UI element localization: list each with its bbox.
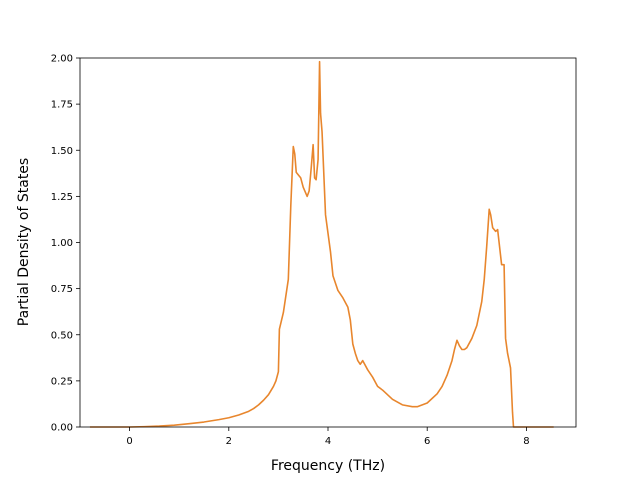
y-tick-label: 1.50 xyxy=(51,146,73,157)
y-tick-label: 0.75 xyxy=(51,284,73,295)
x-tick-label: 2 xyxy=(226,436,232,447)
y-axis-ticks: 0.00 0.25 0.50 0.75 1.00 1.25 1.50 1.75 2.00 xyxy=(51,54,80,434)
y-axis-label: Partial Density of States xyxy=(16,158,32,326)
x-tick-label: 6 xyxy=(424,436,430,447)
y-tick-label: 2.00 xyxy=(51,54,73,65)
x-tick-label: 4 xyxy=(325,436,331,447)
y-tick-label: 1.75 xyxy=(51,100,73,111)
x-tick-label: 8 xyxy=(523,436,529,447)
y-tick-label: 1.00 xyxy=(51,238,73,249)
y-tick-label: 0.00 xyxy=(51,423,73,434)
y-tick-label: 0.25 xyxy=(51,376,73,387)
plot-area xyxy=(89,60,554,428)
y-tick-label: 1.25 xyxy=(51,192,73,203)
x-axis-label: Frequency (THz) xyxy=(271,458,385,474)
series-line-pdos xyxy=(89,60,554,428)
x-axis-ticks: 0 2 4 6 8 xyxy=(126,427,530,447)
y-tick-label: 0.50 xyxy=(51,330,73,341)
x-tick-label: 0 xyxy=(126,436,132,447)
